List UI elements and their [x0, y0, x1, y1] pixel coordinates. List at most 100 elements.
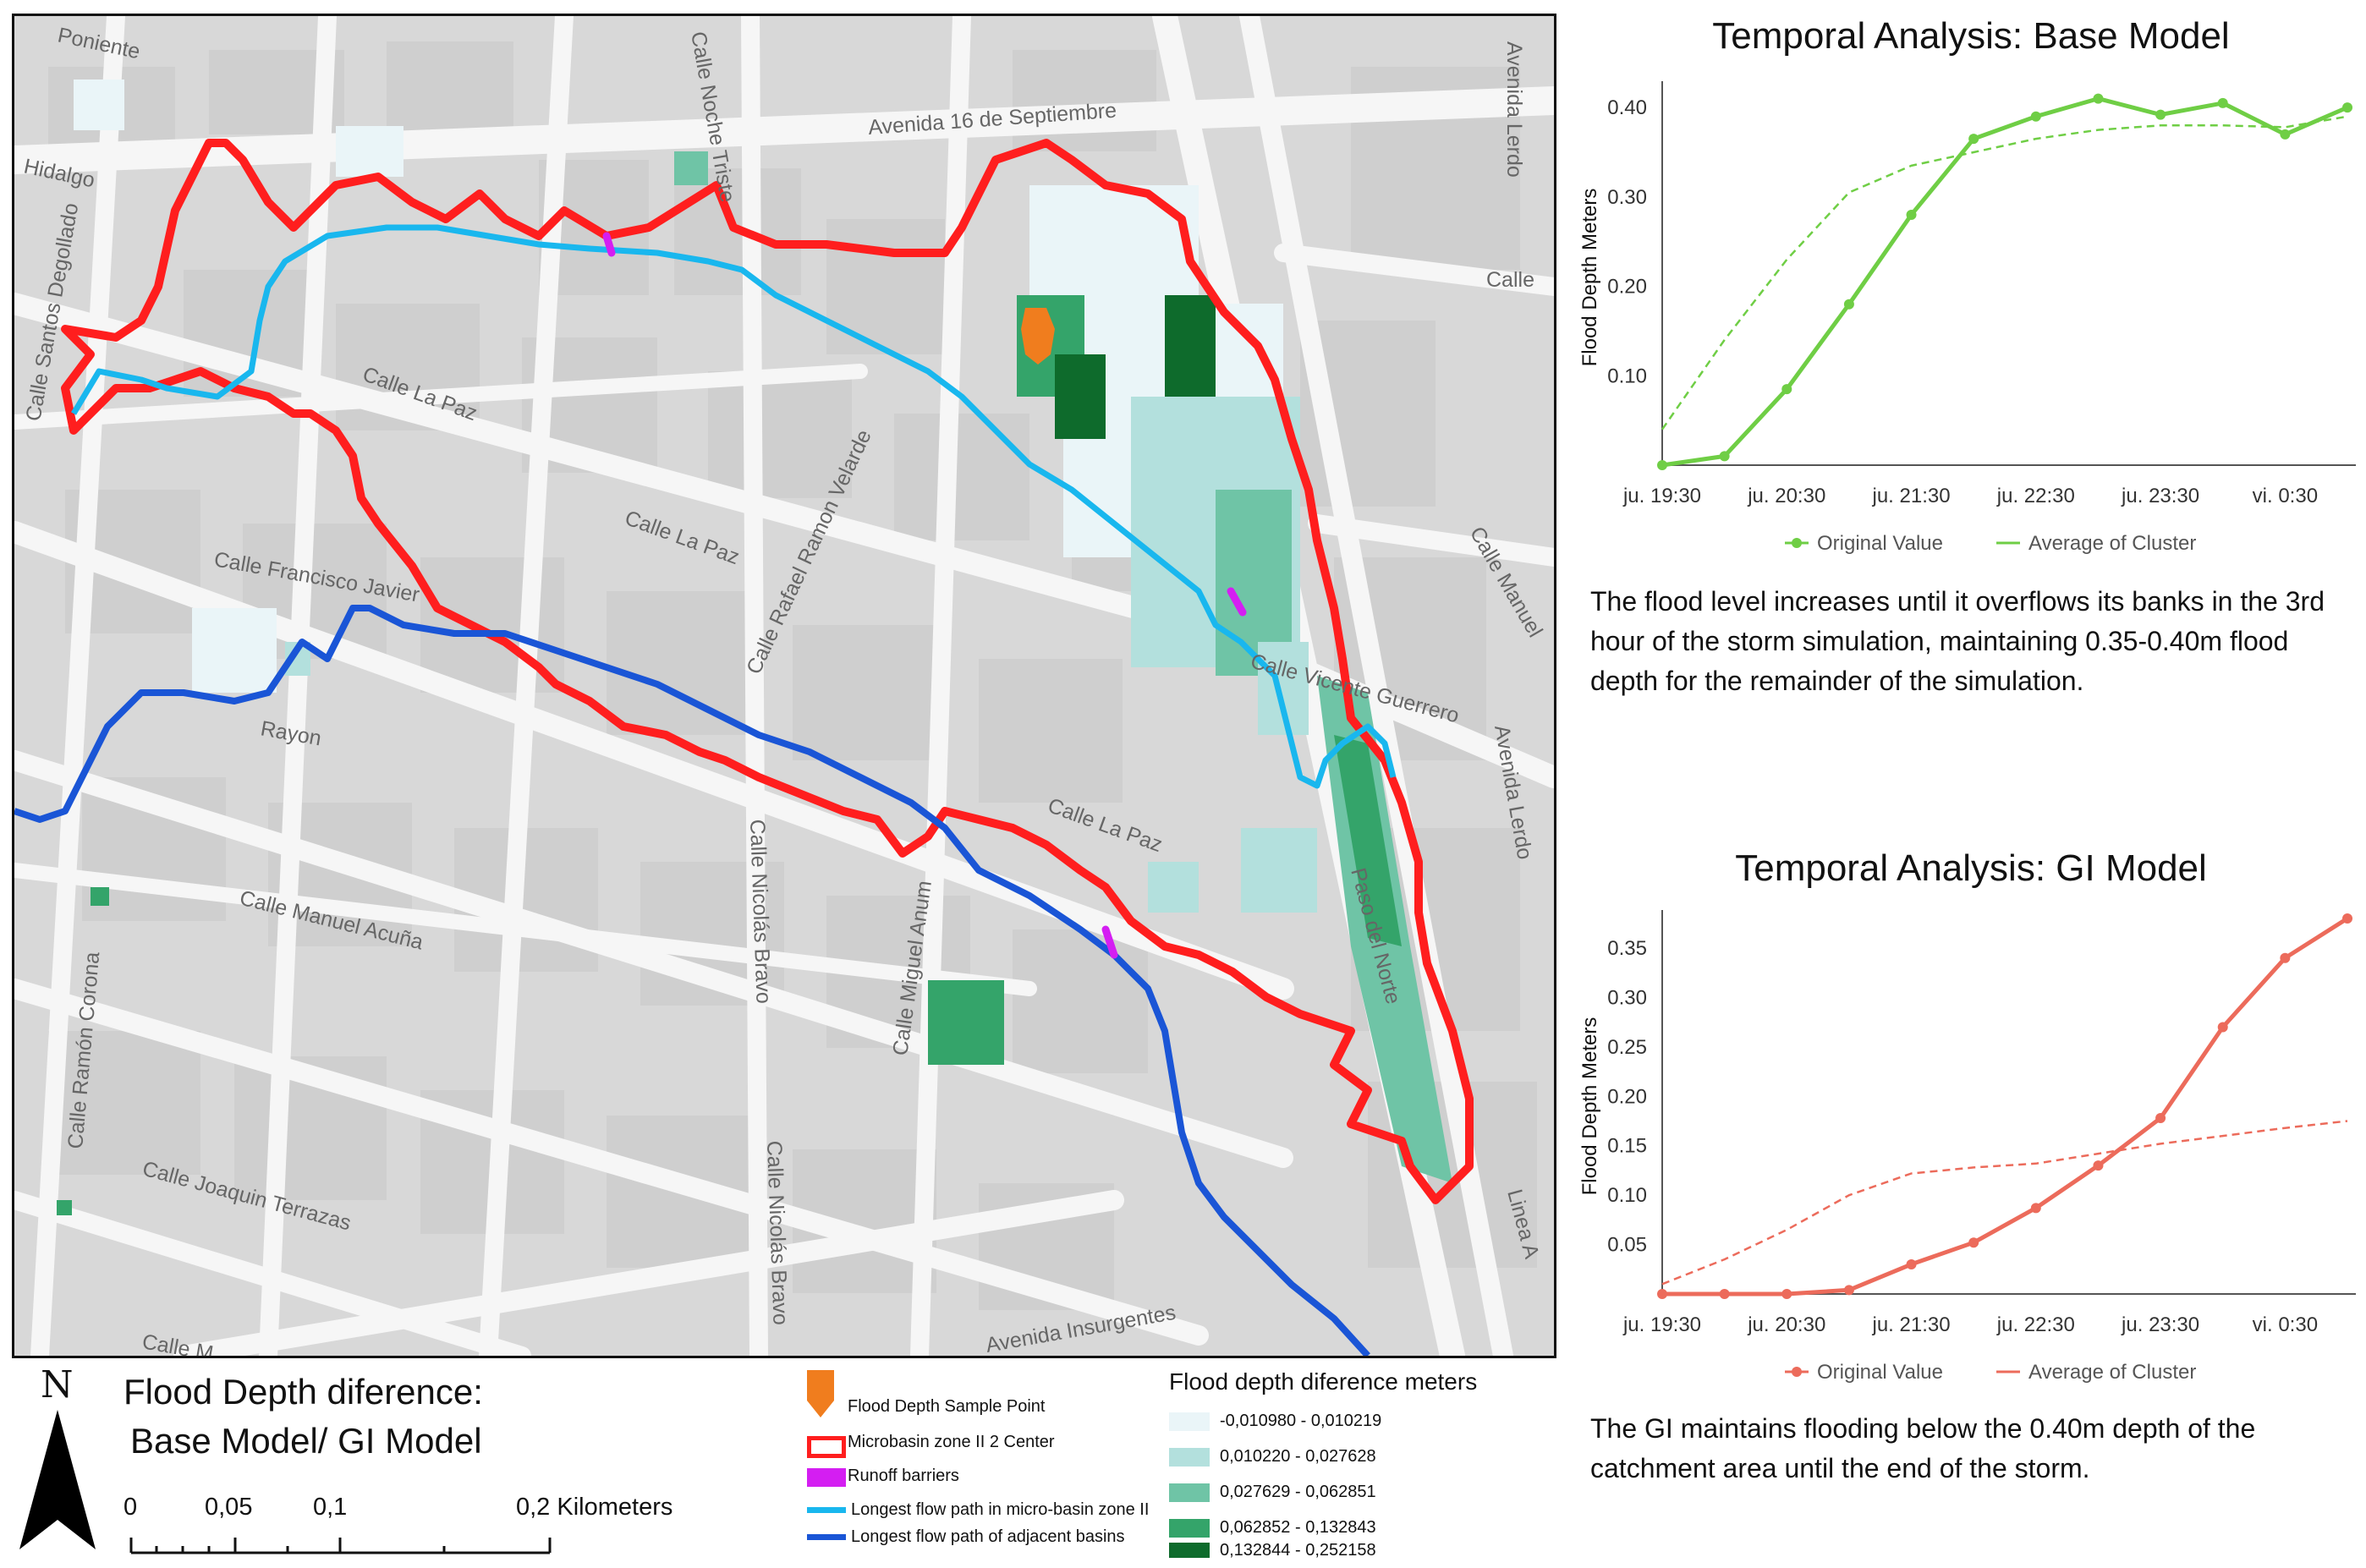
y-tick-label: 0.20 — [1607, 1085, 1647, 1108]
north-arrow-icon — [19, 1410, 96, 1549]
original-value-line — [1661, 96, 2348, 468]
original-value-point — [1968, 134, 1979, 145]
y-tick-label: 0.30 — [1607, 186, 1647, 209]
depth-legend: Flood depth diference meters -0,010980 -… — [1159, 1363, 1556, 1560]
x-tick-label: ju. 19:30 — [1622, 485, 1701, 507]
microbasin-boundary — [61, 139, 1474, 1204]
legend-microbasin: Microbasin zone II 2 Center — [848, 1433, 1055, 1451]
y-tick-label: 0.10 — [1607, 365, 1647, 387]
original-value-point — [2155, 1113, 2166, 1124]
original-value-line — [1662, 916, 2349, 1297]
original-value-point — [1843, 299, 1854, 310]
original-value-point — [2093, 93, 2104, 104]
north-arrow: N — [15, 1363, 100, 1558]
original-value-point — [1843, 1285, 1854, 1296]
original-value-point — [2030, 1203, 2041, 1214]
basemap-svg: Poniente Calle Noche Triste Avenida 16 d… — [14, 16, 1554, 1356]
depth-legend-title: Flood depth diference meters — [1169, 1368, 1478, 1395]
microbasin-swatch — [807, 1436, 846, 1458]
y-tick-label: 0.10 — [1607, 1184, 1647, 1207]
runoff-barriers — [602, 232, 1247, 959]
legend-original-marker — [1792, 538, 1802, 548]
original-value-point — [1968, 1237, 1979, 1248]
x-tick-label: ju. 22:30 — [1996, 485, 2075, 507]
average-of-cluster-line — [1661, 115, 2348, 430]
base-model-chart: 0.10 0.20 0.30 0.40 ju. 19:30 ju. 20:30 ju. 21… — [1565, 76, 2360, 575]
depth-class-5: 0,132844 - 0,252158 — [1220, 1541, 1376, 1560]
y-tick-label: 0.05 — [1607, 1234, 1647, 1257]
scale-label-01: 0,1 — [313, 1494, 348, 1521]
original-value-point — [1906, 1258, 1917, 1269]
original-value-point — [2093, 1160, 2104, 1171]
y-tick-label: 0.25 — [1607, 1036, 1647, 1059]
y-tick-label: 0.35 — [1607, 937, 1647, 960]
flow-path-microbasin-swatch — [807, 1507, 846, 1513]
depth-class-3: 0,027629 - 0,062851 — [1220, 1483, 1376, 1501]
original-value-point — [2280, 129, 2291, 140]
x-tick-label: ju. 20:30 — [1747, 1313, 1825, 1336]
original-value-point — [2030, 111, 2041, 122]
legend-flow-path-adjacent: Longest flow path of adjacent basins — [851, 1527, 1125, 1546]
x-tick-label: ju. 21:30 — [1872, 485, 1951, 507]
original-value-point — [1906, 210, 1917, 220]
longest-flow-path-microbasin — [70, 224, 1397, 789]
scale-label-02: 0,2 Kilometers — [516, 1494, 673, 1521]
map-title-line1: Flood Depth diference: — [124, 1372, 483, 1412]
depth-swatch-2 — [1169, 1448, 1210, 1467]
y-tick-label: 0.15 — [1607, 1135, 1647, 1158]
gi-panel-title: Temporal Analysis: GI Model — [1735, 847, 2207, 889]
depth-class-4: 0,062852 - 0,132843 — [1220, 1518, 1376, 1537]
x-tick-label: ju. 20:30 — [1747, 485, 1825, 507]
x-tick-label: ju. 23:30 — [2121, 485, 2199, 507]
north-letter: N — [41, 1363, 74, 1406]
legend-runoff-barriers: Runoff barriers — [848, 1467, 959, 1485]
average-of-cluster-line — [1661, 1120, 2348, 1286]
scale-ticks — [129, 1538, 552, 1554]
base-panel-title: Temporal Analysis: Base Model — [1712, 15, 2230, 57]
y-tick-label: 0.30 — [1607, 986, 1647, 1009]
original-value-point — [1781, 1289, 1792, 1299]
map-title-line2: Base Model/ GI Model — [130, 1421, 482, 1461]
original-value-point — [1719, 451, 1730, 462]
original-value-point — [2342, 913, 2352, 924]
original-value-point — [1781, 384, 1792, 395]
x-tick-label: ju. 21:30 — [1872, 1313, 1951, 1336]
original-value-point — [2342, 102, 2352, 113]
original-value-point — [2280, 952, 2291, 963]
depth-class-1: -0,010980 - 0,010219 — [1220, 1412, 1382, 1430]
map-view[interactable]: Poniente Calle Noche Triste Avenida 16 d… — [12, 14, 1556, 1358]
scale-label-0: 0 — [124, 1494, 138, 1521]
runoff-barrier-swatch — [807, 1468, 846, 1487]
sample-point-swatch — [807, 1370, 834, 1417]
depth-swatch-1 — [1169, 1412, 1210, 1431]
y-axis-label: Flood Depth Meters — [1578, 189, 1601, 367]
scale-label-005: 0,05 — [205, 1494, 253, 1521]
svg-text:Avenida Lerdo: Avenida Lerdo — [1502, 41, 1526, 178]
original-value-point — [2155, 109, 2166, 120]
depth-class-2: 0,010220 - 0,027628 — [1220, 1447, 1376, 1466]
scale-bar: 0 0,05 0,1 0,2 Kilometers — [118, 1489, 727, 1556]
x-tick-label: vi. 0:30 — [2253, 1313, 2318, 1336]
y-axis-label: Flood Depth Meters — [1578, 1017, 1601, 1196]
legend-sample-point: Flood Depth Sample Point — [848, 1397, 1046, 1416]
legend-average-of-cluster: Average of Cluster — [2028, 1361, 2196, 1384]
legend-original-value: Original Value — [1817, 532, 1943, 555]
flood-depth-sample-point — [1021, 308, 1055, 365]
original-value-point — [1657, 1289, 1667, 1299]
flow-path-adjacent-swatch — [807, 1534, 846, 1540]
x-tick-label: vi. 0:30 — [2253, 485, 2318, 507]
original-value-point — [2217, 1022, 2228, 1033]
legend-original-marker — [1792, 1367, 1802, 1377]
chart-svg: 0.05 0.10 0.15 0.20 0.25 0.30 0.35 ju. 19:30 ju.… — [1578, 910, 2356, 1384]
depth-swatch-3 — [1169, 1483, 1210, 1502]
x-tick-label: ju. 23:30 — [2121, 1313, 2199, 1336]
depth-swatch-4 — [1169, 1519, 1210, 1538]
y-tick-label: 0.40 — [1607, 96, 1647, 119]
x-tick-label: ju. 19:30 — [1622, 1313, 1701, 1336]
flood-depth-cells — [57, 79, 1452, 1215]
original-value-point — [1657, 460, 1667, 470]
gi-panel-description: The GI maintains flooding below the 0.40… — [1590, 1413, 2256, 1483]
chart-svg: 0.10 0.20 0.30 0.40 ju. 19:30 ju. 20:30 ju. 21… — [1578, 81, 2356, 555]
base-panel-description: The flood level increases until it overf… — [1590, 586, 2325, 696]
legend-original-value: Original Value — [1817, 1361, 1943, 1384]
